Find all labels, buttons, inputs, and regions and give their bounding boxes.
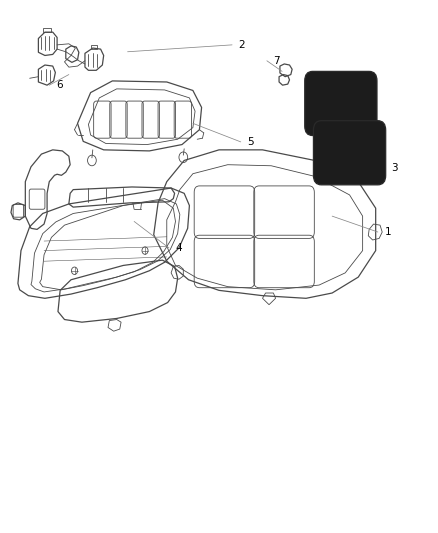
Text: 6: 6 — [56, 80, 63, 90]
Text: 7: 7 — [273, 56, 280, 66]
FancyBboxPatch shape — [314, 120, 386, 185]
Text: 1: 1 — [385, 227, 391, 237]
FancyBboxPatch shape — [305, 71, 377, 135]
Text: 4: 4 — [176, 243, 182, 253]
Text: 5: 5 — [247, 137, 254, 147]
Text: 2: 2 — [239, 40, 245, 50]
Text: 3: 3 — [391, 164, 398, 173]
